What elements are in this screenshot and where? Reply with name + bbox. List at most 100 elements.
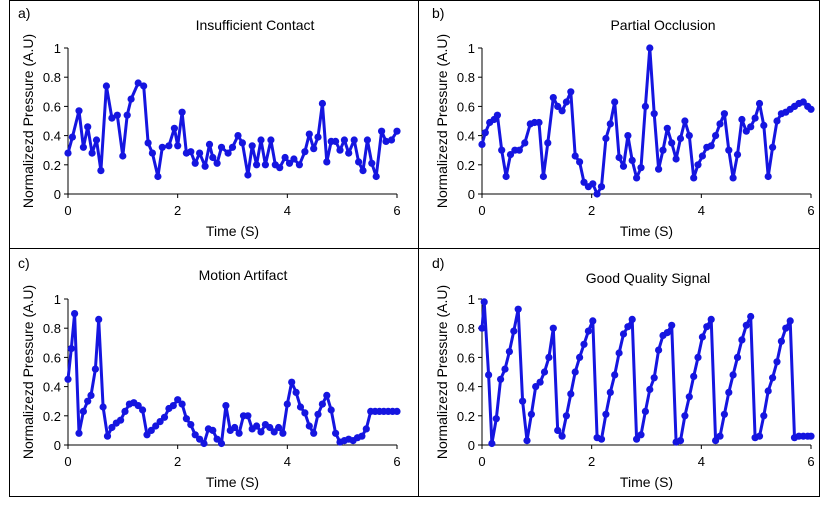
data-point <box>117 416 125 424</box>
data-point <box>323 158 331 166</box>
data-point <box>79 143 87 151</box>
chart-title: Motion Artifact <box>199 267 288 283</box>
data-point <box>290 155 298 163</box>
data-point <box>187 421 195 429</box>
data-point <box>368 159 376 167</box>
data-point <box>738 115 746 124</box>
y-tick-label: 0.8 <box>43 321 61 336</box>
data-point <box>716 120 724 128</box>
data-point <box>725 388 733 396</box>
data-point <box>676 134 685 143</box>
y-tick-label: 1 <box>54 41 61 56</box>
series-0 <box>478 44 815 198</box>
panel-label: a) <box>18 5 30 21</box>
data-point <box>567 390 575 398</box>
y-tick-label: 0.6 <box>43 99 61 114</box>
x-tick-label: 4 <box>284 454 291 469</box>
data-point <box>281 153 289 162</box>
data-point <box>799 98 807 106</box>
y-tick-label: 0.8 <box>457 70 475 85</box>
data-point <box>786 317 794 325</box>
data-point <box>147 426 155 434</box>
data-point <box>97 167 105 175</box>
data-point <box>253 161 261 169</box>
data-point <box>694 353 702 361</box>
data-point <box>707 142 715 150</box>
data-point <box>611 98 619 106</box>
data-point <box>84 123 92 131</box>
data-point <box>655 165 663 173</box>
data-point <box>650 374 658 382</box>
data-point <box>191 159 199 167</box>
data-point <box>747 312 755 321</box>
x-tick-label: 6 <box>393 454 400 469</box>
data-point <box>527 410 536 418</box>
y-tick-label: 0.2 <box>457 158 475 173</box>
data-point <box>267 136 275 144</box>
data-point <box>519 397 527 405</box>
data-point <box>261 161 269 169</box>
data-point <box>615 349 623 357</box>
data-point <box>755 99 764 108</box>
data-point <box>140 82 148 90</box>
data-point <box>99 403 107 411</box>
series-0 <box>64 79 401 181</box>
data-point <box>488 439 496 448</box>
data-point <box>769 143 777 151</box>
y-tick-label: 0.6 <box>457 350 475 365</box>
data-point <box>244 412 252 420</box>
data-point <box>231 423 239 432</box>
data-point <box>276 164 284 172</box>
chart-panel-b: b) Partial Occlusion 0 0.2 0.4 0.6 0.8 1 0 2 4 6 Tim… <box>432 5 815 239</box>
data-point <box>235 429 243 437</box>
data-point <box>84 397 92 405</box>
data-point <box>113 111 121 119</box>
data-point <box>663 124 671 132</box>
data-point <box>510 327 518 335</box>
data-point <box>580 340 588 348</box>
data-point <box>747 123 755 131</box>
data-point <box>755 432 764 440</box>
data-point <box>535 118 543 127</box>
data-point <box>733 151 742 159</box>
data-point <box>310 145 318 153</box>
data-point <box>127 95 135 103</box>
data-point <box>87 391 95 399</box>
data-point <box>134 79 142 87</box>
x-tick-label: 2 <box>588 454 595 469</box>
y-tick-label: 0.8 <box>43 70 61 85</box>
data-point <box>67 345 75 353</box>
data-point <box>633 435 641 443</box>
data-point <box>170 124 178 132</box>
data-point <box>725 146 733 154</box>
x-axis-label: Time (S) <box>206 474 259 490</box>
data-point <box>139 406 147 414</box>
data-point <box>305 130 313 138</box>
data-point <box>619 330 628 338</box>
data-point <box>742 127 750 135</box>
y-tick-label: 0.4 <box>43 129 61 144</box>
data-point <box>558 107 566 115</box>
data-point <box>492 415 500 423</box>
x-tick-label: 4 <box>284 203 291 218</box>
x-tick-label: 2 <box>588 203 595 218</box>
data-point <box>478 140 486 148</box>
data-point <box>393 127 401 135</box>
data-point <box>174 396 182 404</box>
data-point <box>363 136 371 144</box>
data-point <box>95 315 103 323</box>
data-point <box>646 44 654 52</box>
data-point <box>571 152 579 160</box>
data-point <box>144 139 152 147</box>
x-tick-label: 6 <box>807 454 814 469</box>
data-point <box>532 383 540 391</box>
data-point <box>350 136 358 144</box>
panel-label: d) <box>432 255 444 271</box>
data-point <box>571 368 579 376</box>
data-point <box>213 159 221 167</box>
data-point <box>169 402 177 410</box>
x-tick-label: 0 <box>478 454 485 469</box>
data-point <box>498 146 506 154</box>
data-point <box>68 133 76 141</box>
data-point <box>359 167 367 175</box>
